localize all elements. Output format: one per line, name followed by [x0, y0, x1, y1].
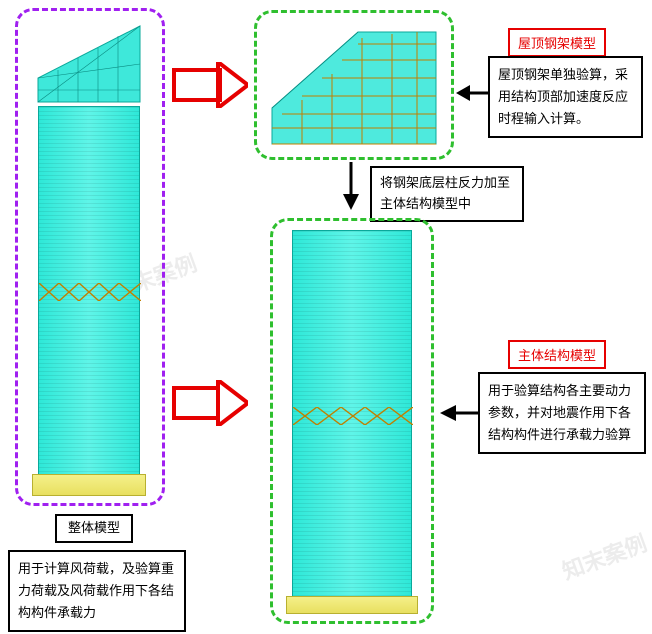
overall-model-desc: 用于计算风荷载，及验算重力荷载及风荷载作用下各结构构件承载力: [8, 550, 186, 632]
main-model-title: 主体结构模型: [508, 340, 606, 369]
roof-truss-desc: 屋顶钢架单独验算，采用结构顶部加速度反应时程输入计算。: [488, 56, 643, 138]
main-model-building: [286, 230, 418, 614]
roof-truss-title: 屋顶钢架模型: [508, 28, 606, 57]
overall-model-building: [30, 26, 148, 496]
arrow-to-roof-truss: [172, 62, 248, 108]
arrow-truss-to-main: [340, 162, 362, 210]
watermark: 知末案例: [557, 526, 651, 586]
overall-model-title: 整体模型: [55, 514, 133, 543]
arrow-main-desc: [440, 402, 478, 424]
arrow-to-main-model: [172, 380, 248, 426]
overall-roof-truss: [30, 20, 148, 108]
arrow-roof-desc: [456, 82, 490, 104]
main-model-desc: 用于验算结构各主要动力参数，并对地震作用下各结构构件进行承载力验算: [478, 372, 646, 454]
mid-connection-label: 将钢架底层柱反力加至主体结构模型中: [370, 166, 524, 222]
roof-truss-model: [262, 18, 446, 152]
